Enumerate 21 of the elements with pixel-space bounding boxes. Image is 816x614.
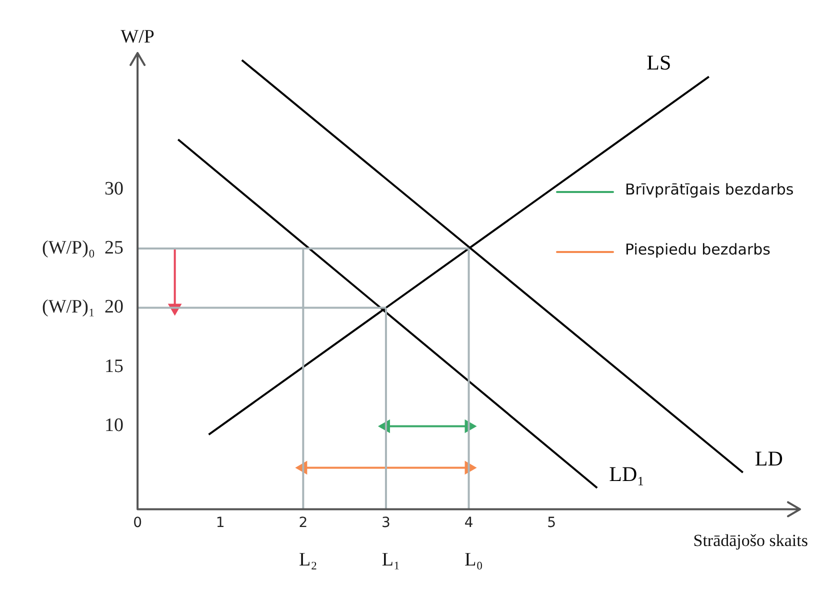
x-tick-label: 3	[382, 515, 390, 532]
y-tick-label: 10	[104, 415, 124, 436]
x-tick-label: 1	[216, 515, 225, 532]
y-tick-label: (W/P)₀ 25	[42, 238, 124, 258]
y-tick-label: (W/P)₁ 20	[42, 296, 124, 318]
legend-label: Piespiedu bezdarbs	[625, 240, 771, 258]
y-tick-label: 15	[104, 356, 124, 377]
series-label: LD₁	[609, 462, 644, 486]
x-tick-label: 0	[133, 515, 142, 532]
series-label: LS	[646, 50, 672, 75]
x-axis-title: Strādājošo skaits	[693, 531, 808, 550]
annotation: L₀	[464, 550, 483, 571]
annotation: L₁	[382, 550, 400, 571]
annotation: L₂	[299, 550, 318, 571]
y-axis-title: W/P	[120, 26, 154, 48]
series-label: LD	[754, 446, 783, 470]
y-tick-label: 30	[104, 178, 124, 200]
x-tick-label: 5	[547, 515, 556, 532]
x-tick-label: 4	[464, 515, 474, 532]
legend-label: Brīvprātīgais bezdarbs	[625, 180, 794, 198]
x-tick-label: 2	[298, 515, 308, 532]
